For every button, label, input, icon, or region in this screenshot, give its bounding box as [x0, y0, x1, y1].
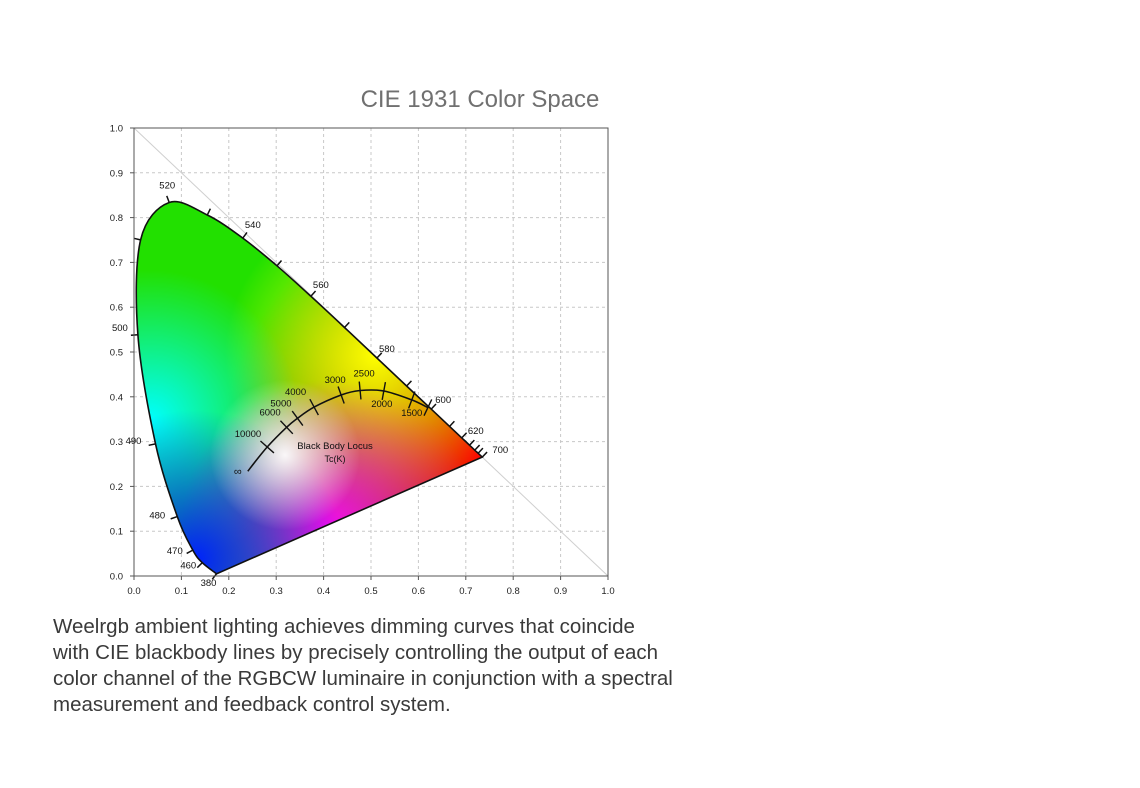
blackbody-curve [247, 389, 429, 472]
x-tick-label: 0.4 [317, 586, 330, 597]
wavelength-label: 700 [492, 445, 508, 456]
cct-label: 6000 [259, 407, 280, 418]
y-tick-label: 0.4 [110, 392, 123, 403]
isotherm-tick [291, 410, 304, 426]
wavelength-tick [206, 208, 212, 216]
bb-annotation-title: Black Body Locus [297, 441, 373, 452]
caption-line-4: measurement and feedback control system. [53, 693, 451, 716]
bb-annotation-unit: Tc(K) [325, 454, 346, 464]
wavelength-tick [481, 451, 488, 458]
caption: Weelrgb ambient lighting achieves dimmin… [53, 614, 773, 718]
wavelength-tick [186, 549, 194, 555]
wavelength-tick [343, 321, 350, 329]
wavelength-tick [166, 195, 170, 203]
wavelength-label: 580 [379, 344, 395, 355]
annotations: Black Body Locus Tc(K) [297, 441, 373, 464]
wavelength-label: 620 [468, 426, 484, 437]
wavelength-tick [196, 562, 203, 569]
y-tick-label: 0.1 [110, 527, 123, 538]
wavelength-tick [468, 439, 475, 446]
wavelength-label: 380 [201, 578, 217, 589]
wavelength-label: 600 [435, 395, 451, 406]
x-tick-label: 0.7 [459, 586, 472, 597]
wavelength-tick [276, 260, 283, 267]
white-region [136, 201, 483, 574]
x-tick-label: 1.0 [601, 586, 614, 597]
wavelength-tick [170, 515, 178, 520]
isotherm-tick [279, 420, 294, 435]
cct-label: 2000 [371, 399, 392, 410]
wavelength-tick [211, 573, 218, 580]
wavelength-tick [310, 290, 317, 297]
cct-label: ∞ [234, 466, 242, 478]
y-tick-label: 0.0 [110, 572, 123, 583]
x-tick-label: 0.2 [222, 586, 235, 597]
y-tick-label: 0.8 [110, 213, 123, 224]
cct-label: 5000 [270, 398, 291, 409]
wavelength-tick [133, 237, 141, 241]
isotherm-tick [309, 398, 319, 416]
caption-line-1: Weelrgb ambient lighting achieves dimmin… [53, 615, 635, 638]
wavelength-label: 470 [167, 546, 183, 557]
color-gamut-fill [136, 201, 483, 574]
caption-line-2: with CIE blackbody lines by precisely co… [53, 641, 659, 664]
wavelength-label: 460 [180, 561, 196, 572]
x-tick-label: 0.5 [364, 586, 377, 597]
wavelength-tick [477, 447, 484, 454]
cct-label: 4000 [285, 387, 306, 398]
wavelength-label: 480 [149, 511, 165, 522]
y-tick-label: 1.0 [110, 124, 123, 135]
caption-line-3: color channel of the RGBCW luminaire in … [53, 667, 673, 690]
wavelength-label: 520 [159, 180, 175, 191]
wavelength-tick [148, 443, 156, 447]
x-tick-label: 0.6 [412, 586, 425, 597]
isotherm-tick [337, 386, 345, 404]
isotherm-tick [407, 391, 416, 409]
wavelength-tick [430, 403, 437, 410]
wavelength-label: 560 [313, 280, 329, 291]
y-tick-label: 0.5 [110, 348, 123, 359]
x-tick-label: 0.0 [127, 586, 140, 597]
axes: 0.0 0.1 0.2 0.3 0.4 0.5 0.6 0.7 0.8 0.9 1.0 0.0 0.1 0… [110, 124, 615, 598]
isotherm-tick [358, 381, 362, 400]
cct-label: 2500 [354, 369, 375, 380]
wavelength-tick [461, 432, 468, 439]
x-tick-label: 0.9 [554, 586, 567, 597]
y-tick-label: 0.3 [110, 437, 123, 448]
y-tick-label: 0.9 [110, 168, 123, 179]
wavelength-label: 540 [245, 220, 261, 231]
wavelength-tick [406, 380, 412, 387]
isotherm-tick [381, 381, 387, 400]
cct-label: 10000 [235, 429, 261, 440]
isotherm-tick [259, 440, 275, 454]
wavelength-tick [449, 420, 455, 427]
wavelength-tick [242, 231, 248, 239]
y-tick-label: 0.7 [110, 258, 123, 269]
wavelength-tick [474, 444, 481, 451]
cct-label: 1500 [401, 408, 422, 419]
cct-label: 3000 [325, 375, 346, 386]
wavelength-tick [376, 352, 383, 359]
isotherm-tick [423, 399, 433, 416]
spectral-locus-outline [135, 200, 484, 575]
y-tick-label: 0.2 [110, 482, 123, 493]
x-tick-label: 0.3 [270, 586, 283, 597]
x-tick-label: 0.8 [507, 586, 520, 597]
x-tick-label: 0.1 [175, 586, 188, 597]
y-tick-label: 0.6 [110, 303, 123, 314]
wavelength-label: 500 [112, 323, 128, 334]
chart-title: CIE 1931 Color Space [360, 86, 600, 113]
